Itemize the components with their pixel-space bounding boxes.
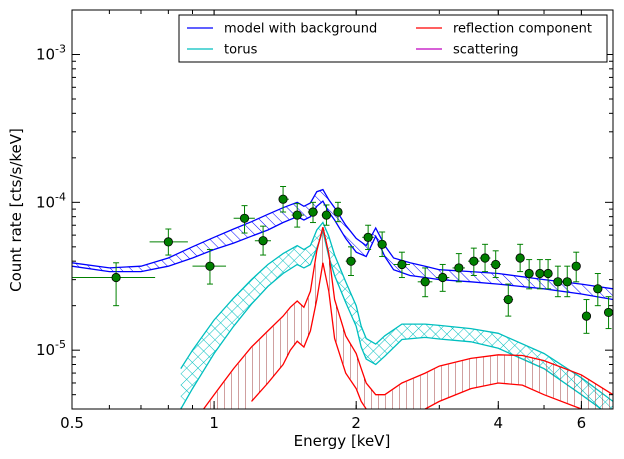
band-upper-torus: [180, 221, 613, 402]
data-marker: [420, 277, 430, 287]
data-point: [562, 265, 572, 298]
band-lower-reflection: [251, 262, 582, 409]
data-point: [435, 263, 450, 292]
data-point: [393, 251, 410, 279]
data-point: [452, 253, 465, 283]
data-marker: [205, 261, 215, 271]
data-point: [535, 259, 545, 290]
data-point: [479, 243, 491, 273]
data-marker: [292, 210, 302, 220]
data-marker: [515, 253, 525, 263]
data-marker: [571, 261, 581, 271]
data-point: [581, 299, 592, 334]
data-point: [149, 228, 188, 256]
data-marker: [397, 259, 407, 270]
data-marker: [333, 207, 343, 217]
data-marker: [163, 237, 173, 247]
data-marker: [491, 259, 501, 270]
data-point: [467, 247, 480, 276]
data-marker: [258, 236, 268, 246]
legend-label-scattering: scattering: [453, 43, 519, 58]
band-reflection: [203, 226, 613, 409]
data-marker: [562, 277, 572, 287]
x-axis-label: Energy [keV]: [294, 432, 391, 450]
y-tick-label: 10-4: [36, 190, 66, 211]
data-point: [553, 265, 563, 298]
legend-label-model: model with background: [224, 22, 377, 37]
x-tick-label: 4: [494, 414, 504, 432]
y-axis-label: Count rate [cts/s/keV]: [7, 128, 25, 292]
band-torus: [180, 221, 613, 409]
data-point: [254, 225, 272, 256]
data-point: [503, 283, 514, 317]
band-hatch-reflection: [203, 227, 613, 409]
legend: model with background reflection compone…: [178, 14, 608, 63]
data-point: [192, 248, 227, 285]
data-point: [593, 273, 603, 307]
data-point: [333, 201, 343, 223]
band-upper-reflection: [203, 226, 613, 409]
data-point: [307, 201, 318, 224]
data-point: [417, 267, 433, 298]
x-tick-label: 2: [351, 414, 361, 432]
data-marker: [524, 268, 534, 279]
data-point: [291, 203, 304, 228]
data-marker: [377, 239, 387, 249]
data-point: [524, 259, 534, 290]
data-point: [490, 250, 501, 279]
data-marker: [480, 253, 490, 263]
data-marker: [543, 268, 553, 279]
y-tick-label: 10-3: [36, 43, 66, 64]
data-point: [233, 205, 255, 234]
data-marker: [321, 210, 332, 220]
data-marker: [469, 256, 479, 266]
data-point: [377, 231, 387, 258]
data-marker: [308, 207, 318, 217]
data-marker: [111, 272, 121, 283]
legend-label-torus: torus: [224, 43, 258, 58]
band-lower-torus: [180, 228, 603, 409]
data-point: [571, 251, 581, 283]
band-upper-model: [72, 188, 613, 290]
x-tick-label: 0.5: [60, 414, 84, 432]
data-marker: [438, 272, 448, 283]
data-point: [543, 259, 553, 290]
data-point: [278, 185, 289, 213]
x-tick-label: 1: [209, 414, 219, 432]
data-marker: [346, 256, 356, 266]
data-marker: [535, 268, 545, 279]
legend-box: [178, 14, 608, 63]
data-point: [72, 262, 156, 307]
data-marker: [603, 307, 613, 318]
band-hatch-model: [72, 189, 613, 300]
data-marker: [454, 263, 464, 273]
data-point: [362, 224, 374, 250]
y-tick-label: 10-5: [36, 338, 66, 359]
legend-label-reflection: reflection component: [453, 22, 592, 37]
x-tick-label: 6: [577, 414, 587, 432]
data-point: [515, 243, 525, 273]
data-marker: [278, 194, 288, 204]
data-marker: [593, 284, 603, 294]
data-marker: [363, 232, 373, 242]
data-marker: [581, 311, 592, 321]
data-point: [345, 246, 357, 276]
data-marker: [239, 213, 250, 223]
data-point: [321, 204, 332, 226]
data-marker: [553, 277, 563, 287]
data-marker: [503, 294, 513, 305]
